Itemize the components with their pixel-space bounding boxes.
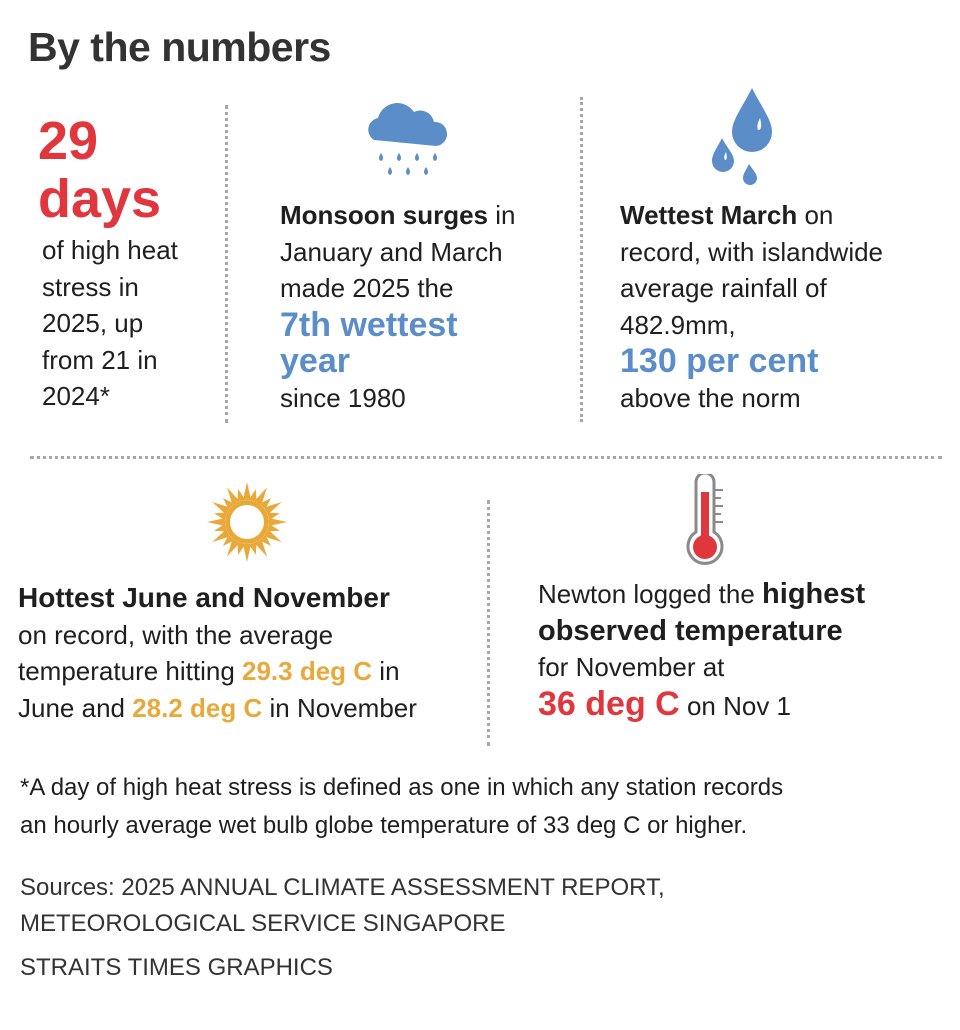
hottest-text: in November [262,692,417,723]
sun-ray [207,518,225,526]
newton-text: Newton logged the [538,579,763,609]
heat-line: of high heat [42,235,178,265]
percent-highlight: 130 per cent [620,342,819,380]
source-line: METEOROLOGICAL SERVICE SINGAPORE [20,910,506,937]
monsoon-text: January and March [280,236,503,267]
march-stat: Wettest March on record, with islandwide… [620,197,883,416]
sun-ray [227,539,240,557]
wettest-highlight: 7th wettest [280,305,458,344]
source-line: Sources: 2025 ANNUAL CLIMATE ASSESSMENT … [20,874,665,901]
column-divider [487,500,490,746]
newton-text: for November at [538,652,725,682]
footnote-line: an hourly average wet bulb globe tempera… [20,812,748,839]
newton-bold: highest [762,578,866,610]
footnote-line: *A day of high heat stress is defined as… [20,774,784,801]
sun-ray [254,539,267,557]
june-temp: 29.3 deg C [242,656,373,686]
heat-line: 2025, up [42,308,144,338]
sun-ray [237,489,246,502]
heat-line: from 21 in [42,344,158,375]
monsoon-bold: Monsoon surges [280,200,489,230]
heat-stress-stat: 29 days of high heat stress in 2025, up … [38,112,178,415]
monsoon-text: in [488,200,516,230]
sun-ray [227,487,240,505]
sun-ray [248,542,257,555]
newton-bold: observed temperature [538,614,843,647]
heat-days-unit: days [38,169,162,229]
newton-stat: Newton logged the highest observed tempe… [538,576,865,724]
footnote: *A day of high heat stress is defined as… [20,769,783,845]
sun-ray [264,529,282,542]
sun-ray [214,512,227,521]
column-divider [580,97,583,422]
page-title: By the numbers [28,24,331,70]
march-text: 482.9mm, [620,309,736,340]
column-divider [225,105,228,423]
march-bold: Wettest March [620,200,798,230]
sun-ray [212,502,230,515]
heat-line: 2024* [42,381,110,411]
march-text: on [797,200,834,230]
monsoon-text: since 1980 [280,382,406,413]
row-divider [30,456,942,459]
sun-ray [267,512,280,521]
sun-ray [237,542,246,555]
march-text: record, with islandwide [620,236,884,267]
sun-ray [254,487,267,505]
sun-ray [243,544,251,562]
heat-line: stress in [42,271,139,302]
credit-line: STRAITS TIMES GRAPHICS [20,954,333,981]
march-text: average rainfall of [620,273,827,303]
rain-cloud-icon [368,103,448,175]
sun-ray [212,529,230,542]
sources: Sources: 2025 ANNUAL CLIMATE ASSESSMENT … [20,870,665,986]
hottest-bold: Hottest June and November [18,582,390,613]
november-temp: 28.2 deg C [132,692,263,723]
sun-icon [207,482,287,562]
sun-ray [243,482,251,500]
water-drops-icon [712,88,772,185]
hottest-stat: Hottest June and November on record, wit… [18,580,417,726]
hottest-text: temperature hitting [18,656,243,686]
monsoon-text: made 2025 the [280,273,454,303]
sun-ray [267,523,280,532]
hottest-text: June and [18,692,133,723]
hottest-text: in [372,656,400,686]
newton-text: on Nov 1 [679,690,792,721]
newton-temp: 36 deg C [538,684,680,723]
sun-ray [264,502,282,515]
monsoon-stat: Monsoon surges in January and March made… [280,197,515,416]
thermometer-icon [686,474,724,565]
sun-ray [214,523,227,532]
hottest-text: on record, with the average [18,619,334,650]
sun-ray [248,489,257,502]
sun-ray [269,518,287,526]
wettest-highlight: year [280,342,350,380]
heat-days-number: 29 [38,111,99,171]
march-text: above the norm [620,382,801,413]
